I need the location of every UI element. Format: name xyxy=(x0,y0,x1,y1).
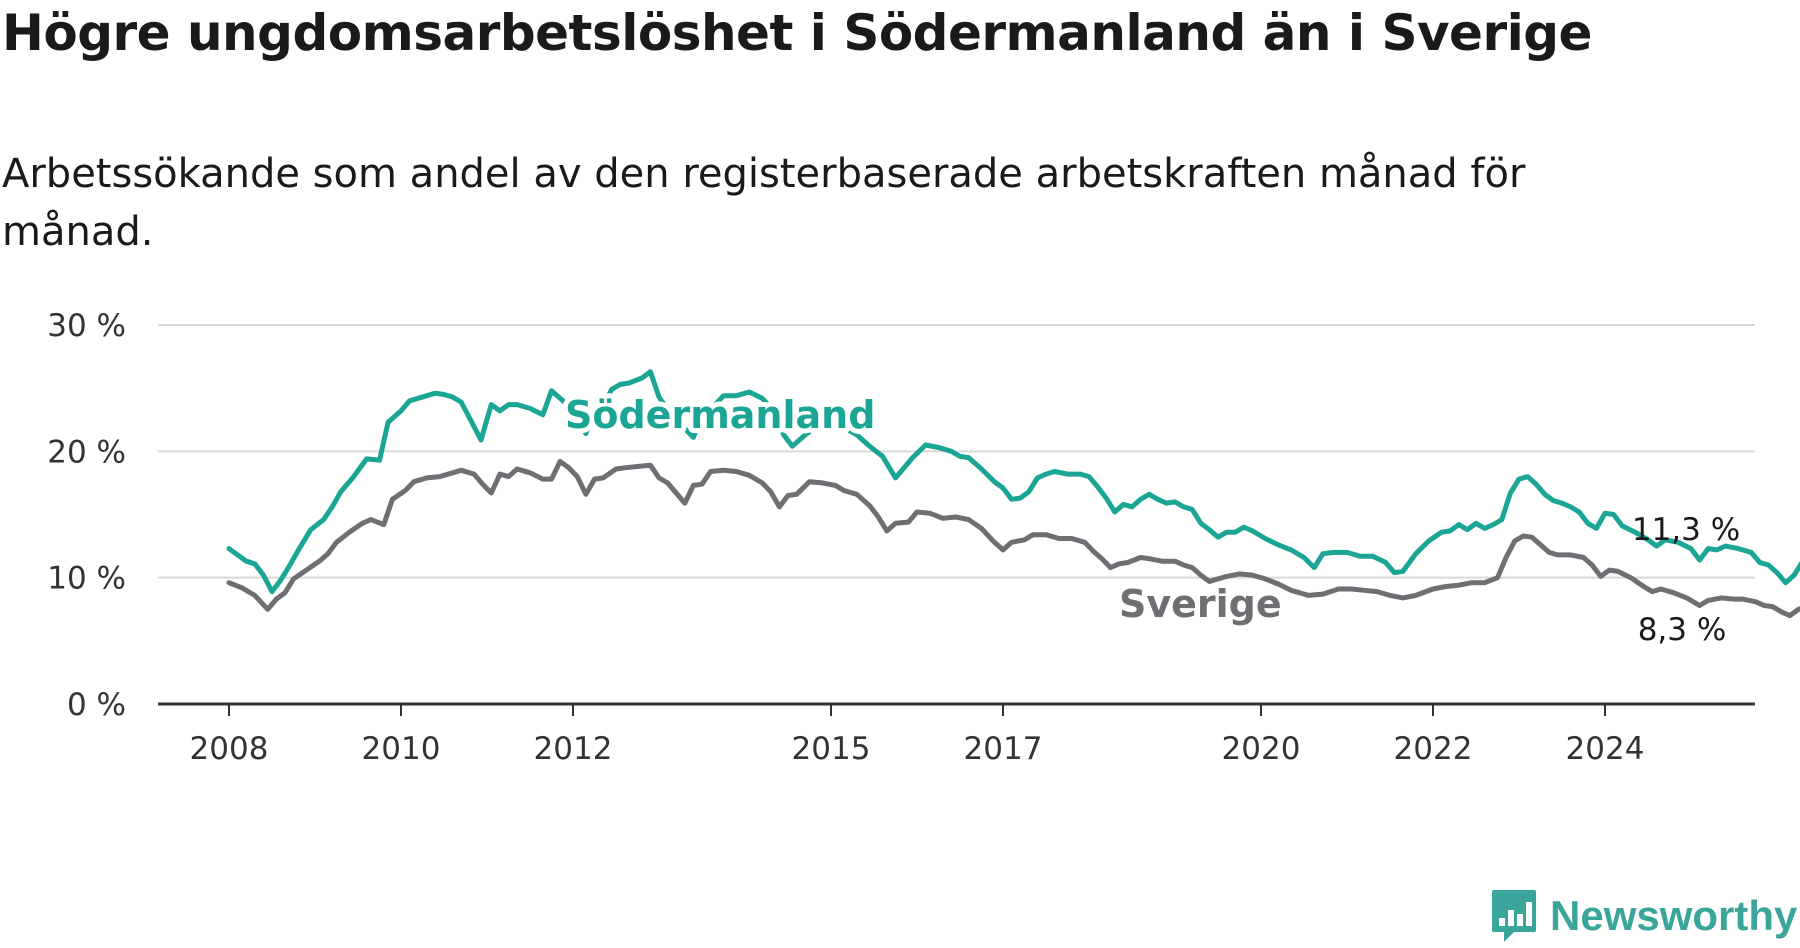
series-line-södermanland xyxy=(226,369,1800,595)
x-tick-label: 2024 xyxy=(1566,731,1645,767)
x-tick-label: 2017 xyxy=(964,731,1043,767)
series-label-halo: Södermanland xyxy=(565,393,875,437)
end-value-label: 8,3 % xyxy=(1638,612,1727,648)
x-tick-label: 2012 xyxy=(534,731,613,767)
series-line-sverige xyxy=(226,458,1800,619)
y-tick-label: 10 % xyxy=(47,561,126,597)
newsworthy-logo[interactable]: Newsworthy xyxy=(1490,888,1797,944)
x-tick-label: 2020 xyxy=(1222,731,1301,767)
x-tick-label: 2022 xyxy=(1394,731,1473,767)
series-label-södermanland: Södermanland xyxy=(565,393,875,437)
y-tick-label: 0 % xyxy=(67,687,126,723)
series-labels: SödermanlandSödermanlandSverigeSverige11… xyxy=(560,388,1740,648)
y-axis-ticks: 0 % 10 % 20 % 30 % xyxy=(47,308,126,723)
series-lines xyxy=(226,369,1800,619)
x-tick-label: 2008 xyxy=(190,731,269,767)
end-value-label: 11,3 % xyxy=(1632,512,1740,548)
series-label-sverige: Sverige xyxy=(1119,582,1282,626)
x-axis: 2008 2010 2012 2015 2017 2020 2022 2024 xyxy=(158,702,1755,767)
y-tick-label: 20 % xyxy=(47,434,126,470)
newsworthy-logo-icon xyxy=(1492,890,1536,942)
x-tick-label: 2015 xyxy=(792,731,871,767)
chart-subtitle: Arbetssökande som andel av den registerb… xyxy=(2,151,1526,255)
gridlines xyxy=(158,324,1755,579)
y-tick-label: 30 % xyxy=(47,308,126,344)
chart-title: Högre ungdomsarbetslöshet i Södermanland… xyxy=(2,4,1592,62)
brand-name: Newsworthy xyxy=(1550,892,1798,939)
series-label-halo: Sverige xyxy=(1119,582,1282,626)
x-tick-label: 2010 xyxy=(362,731,441,767)
